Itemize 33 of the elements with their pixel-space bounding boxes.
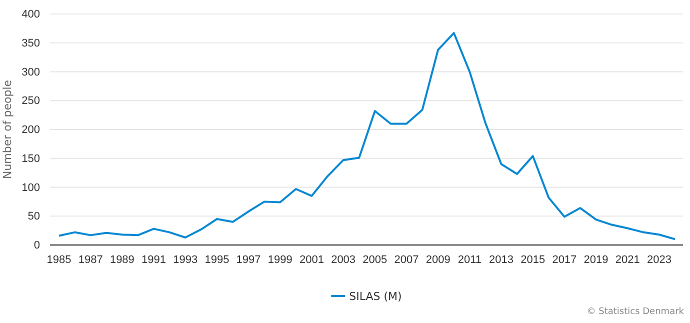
x-tick-label: 2007 — [394, 254, 419, 266]
y-tick-label: 350 — [22, 37, 40, 50]
x-tick-label: 1995 — [204, 254, 230, 266]
x-tick-label: 1999 — [268, 254, 292, 266]
x-tick-label: 2021 — [615, 254, 640, 266]
x-tick-label: 1987 — [78, 254, 103, 266]
y-tick-label: 0 — [34, 240, 40, 252]
x-tick-label: 2019 — [584, 254, 608, 266]
x-tick-label: 1985 — [46, 254, 72, 266]
x-tick-label: 1989 — [110, 254, 134, 266]
x-tick-label: 2003 — [331, 254, 356, 266]
x-tick-label: 1993 — [173, 254, 198, 266]
x-tick-label: 2005 — [362, 254, 388, 266]
x-tick-label: 1997 — [236, 254, 261, 266]
line-series — [58, 32, 676, 240]
text: © Statistics Denmark — [586, 307, 685, 317]
legend-label: SILAS (M) — [349, 290, 402, 303]
y-tick-label: 150 — [22, 152, 40, 165]
y-tick-label: 300 — [22, 66, 40, 78]
x-tick-label: 2023 — [646, 254, 672, 266]
y-tick-label: 250 — [22, 95, 40, 108]
x-tick-label: 2001 — [299, 254, 324, 266]
y-tick-label: 100 — [22, 182, 40, 194]
x-tick-label: 2013 — [489, 254, 514, 266]
y-tick-label: 400 — [22, 8, 40, 21]
y-tick-label: 200 — [22, 124, 40, 136]
y-tick-label: 50 — [28, 210, 40, 223]
x-tick-label: 2011 — [458, 254, 482, 266]
y-axis-title: Number of people — [1, 80, 14, 180]
x-tick-label: 1991 — [142, 254, 166, 266]
x-tick-label: 2017 — [552, 254, 577, 266]
x-tick-label: 2015 — [520, 254, 546, 266]
x-tick-label: 2009 — [426, 254, 450, 266]
